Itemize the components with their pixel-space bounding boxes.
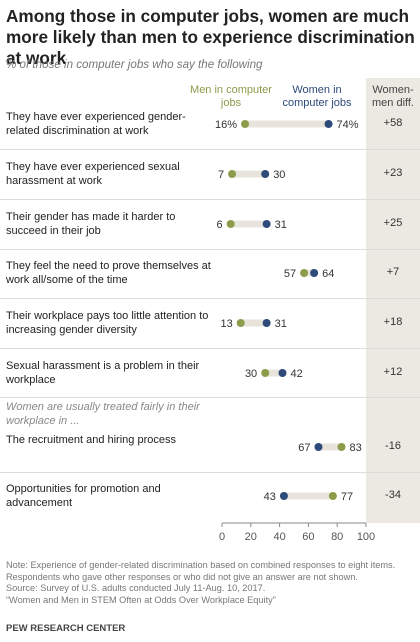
row-label: Sexual harassment is a problem in their … xyxy=(6,360,200,386)
dot-women xyxy=(324,120,333,128)
chart-title: Among those in computer jobs, women are … xyxy=(6,6,415,68)
dot-women xyxy=(261,170,270,178)
legend-women: Women in computer jobs xyxy=(282,84,352,109)
dot-women xyxy=(279,492,288,500)
label-men: 7 xyxy=(218,169,224,181)
dot-women xyxy=(314,443,323,451)
dot-men xyxy=(328,492,337,500)
label-women: 43 xyxy=(264,491,276,503)
row-divider xyxy=(0,472,420,473)
dot-men xyxy=(261,369,270,377)
x-tick-label: 0 xyxy=(219,531,225,543)
credit: PEW RESEARCH CENTER xyxy=(6,623,126,634)
dot-men xyxy=(236,319,245,327)
label-women: 64 xyxy=(322,268,334,280)
row-divider xyxy=(0,397,420,398)
dot-men xyxy=(226,220,235,228)
dot-women xyxy=(278,369,287,377)
row-label: Their workplace pays too little attentio… xyxy=(6,310,209,336)
label-men: 30 xyxy=(245,368,257,380)
dot-women xyxy=(310,269,319,277)
diff-value: -34 xyxy=(385,489,401,501)
row-divider xyxy=(0,348,420,349)
dot-men xyxy=(228,170,237,178)
row-label: They have ever experienced gender-relate… xyxy=(6,111,186,137)
row-label: Their gender has made it harder to succe… xyxy=(6,211,176,237)
x-tick-label: 40 xyxy=(273,531,285,543)
diff-value: +18 xyxy=(383,316,403,328)
diff-value: +25 xyxy=(383,217,403,229)
row-label: They feel the need to prove themselves a… xyxy=(6,260,211,286)
chart-subtitle: % of those in computer jobs who say the … xyxy=(6,58,263,71)
label-women: 67 xyxy=(298,442,310,454)
diff-column-background xyxy=(366,78,420,523)
footnote-source: Source: Survey of U.S. adults conducted … xyxy=(6,583,266,594)
label-women: 30 xyxy=(273,169,285,181)
row-label: They have ever experienced sexual harass… xyxy=(6,161,180,187)
x-tick-label: 80 xyxy=(331,531,343,543)
row-label: Opportunities for promotion and advancem… xyxy=(6,483,161,509)
dot-men xyxy=(300,269,309,277)
diff-value: -16 xyxy=(385,440,401,452)
diff-value: +58 xyxy=(383,117,403,129)
diff-value: +23 xyxy=(383,167,403,179)
x-tick-label: 100 xyxy=(357,531,375,543)
x-tick-label: 20 xyxy=(245,531,257,543)
dot-women xyxy=(262,220,271,228)
group-note: Women are usually treated fairly in thei… xyxy=(6,401,200,427)
diff-column-header: Women-men diff. xyxy=(372,84,414,109)
row-label: The recruitment and hiring process xyxy=(6,434,176,446)
footnotes: Note: Experience of gender-related discr… xyxy=(6,560,416,606)
label-women: 31 xyxy=(275,219,287,231)
dot-plot: 16% 74% 7 30 6 31 57 64 13 31 30 42 83 67 77 43 0 20 40 60 8… xyxy=(215,119,375,543)
dot-women xyxy=(262,319,271,327)
label-women: 74% xyxy=(337,119,359,131)
label-men: 77 xyxy=(341,491,353,503)
label-men: 6 xyxy=(217,219,223,231)
diff-value: +12 xyxy=(383,366,403,378)
footnote-note: Note: Experience of gender-related discr… xyxy=(6,560,396,582)
row-divider xyxy=(0,249,420,250)
diff-value: +7 xyxy=(386,266,400,278)
label-men: 13 xyxy=(220,318,232,330)
label-men: 57 xyxy=(284,268,296,280)
row-divider xyxy=(0,149,420,150)
dot-men xyxy=(337,443,346,451)
label-men: 83 xyxy=(350,442,362,454)
x-tick-label: 60 xyxy=(302,531,314,543)
row-divider xyxy=(0,298,420,299)
dot-men xyxy=(241,120,250,128)
footnote-report: “Women and Men in STEM Often at Odds Ove… xyxy=(6,594,276,605)
label-women: 42 xyxy=(290,368,302,380)
label-women: 31 xyxy=(275,318,287,330)
label-men: 16% xyxy=(215,119,237,131)
legend-men: Men in computer jobs xyxy=(190,84,272,109)
row-divider xyxy=(0,199,420,200)
